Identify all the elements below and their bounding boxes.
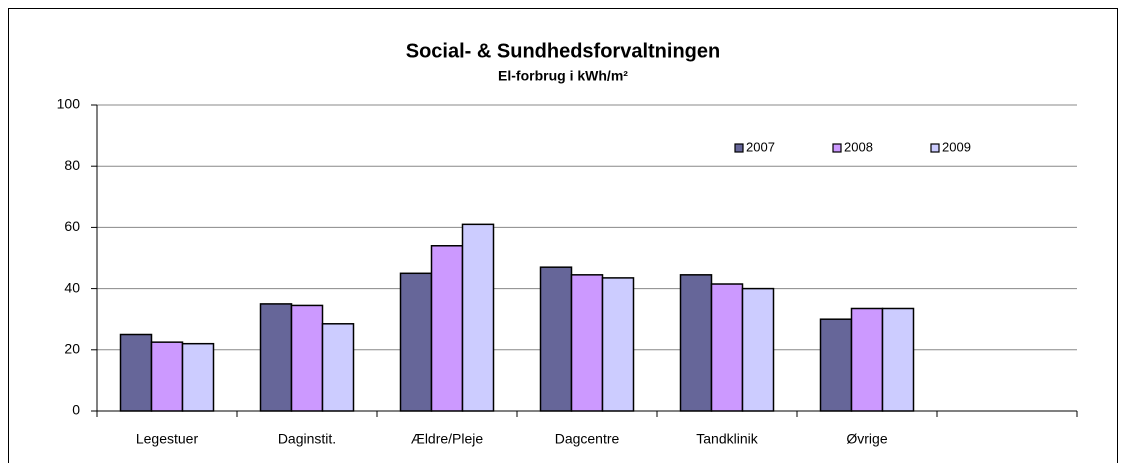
y-tick-label: 40 [64,279,80,295]
legend-label: 2007 [746,139,775,154]
bar [741,287,775,412]
chart-subtitle: El-forbrug i kWh/m² [498,68,628,84]
chart-title: Social- & Sundhedsforvaltningen [406,40,720,62]
bar [570,274,604,412]
legend-label: 2009 [942,139,971,154]
x-tick-label: Daginstit. [278,431,336,447]
bar [290,304,324,412]
bar [601,277,635,412]
x-tick-label: Legestuer [136,431,199,447]
bar [150,341,184,412]
bar [539,266,573,412]
x-tick-label: Tandklinik [696,431,758,447]
y-tick-label: 60 [64,218,80,234]
bar [461,223,495,412]
legend-label: 2008 [844,139,873,154]
bar [819,318,853,412]
bar [881,307,915,412]
bar [399,272,433,412]
x-tick-label: Dagcentre [555,431,620,447]
legend-swatch [832,143,842,153]
bar [119,333,153,412]
bar [321,323,355,412]
x-tick-label: Øvrige [846,431,887,447]
y-tick-label: 0 [72,402,80,418]
bar [181,342,215,412]
bar [430,245,464,412]
bar [679,274,713,412]
x-tick-label: Ældre/Pleje [411,431,484,447]
y-tick-label: 100 [57,96,81,112]
y-tick-label: 80 [64,157,80,173]
bar [850,307,884,412]
legend-swatch [930,143,940,153]
legend-swatch [734,143,744,153]
bar [710,283,744,412]
bar [259,303,293,412]
y-tick-label: 20 [64,341,80,357]
